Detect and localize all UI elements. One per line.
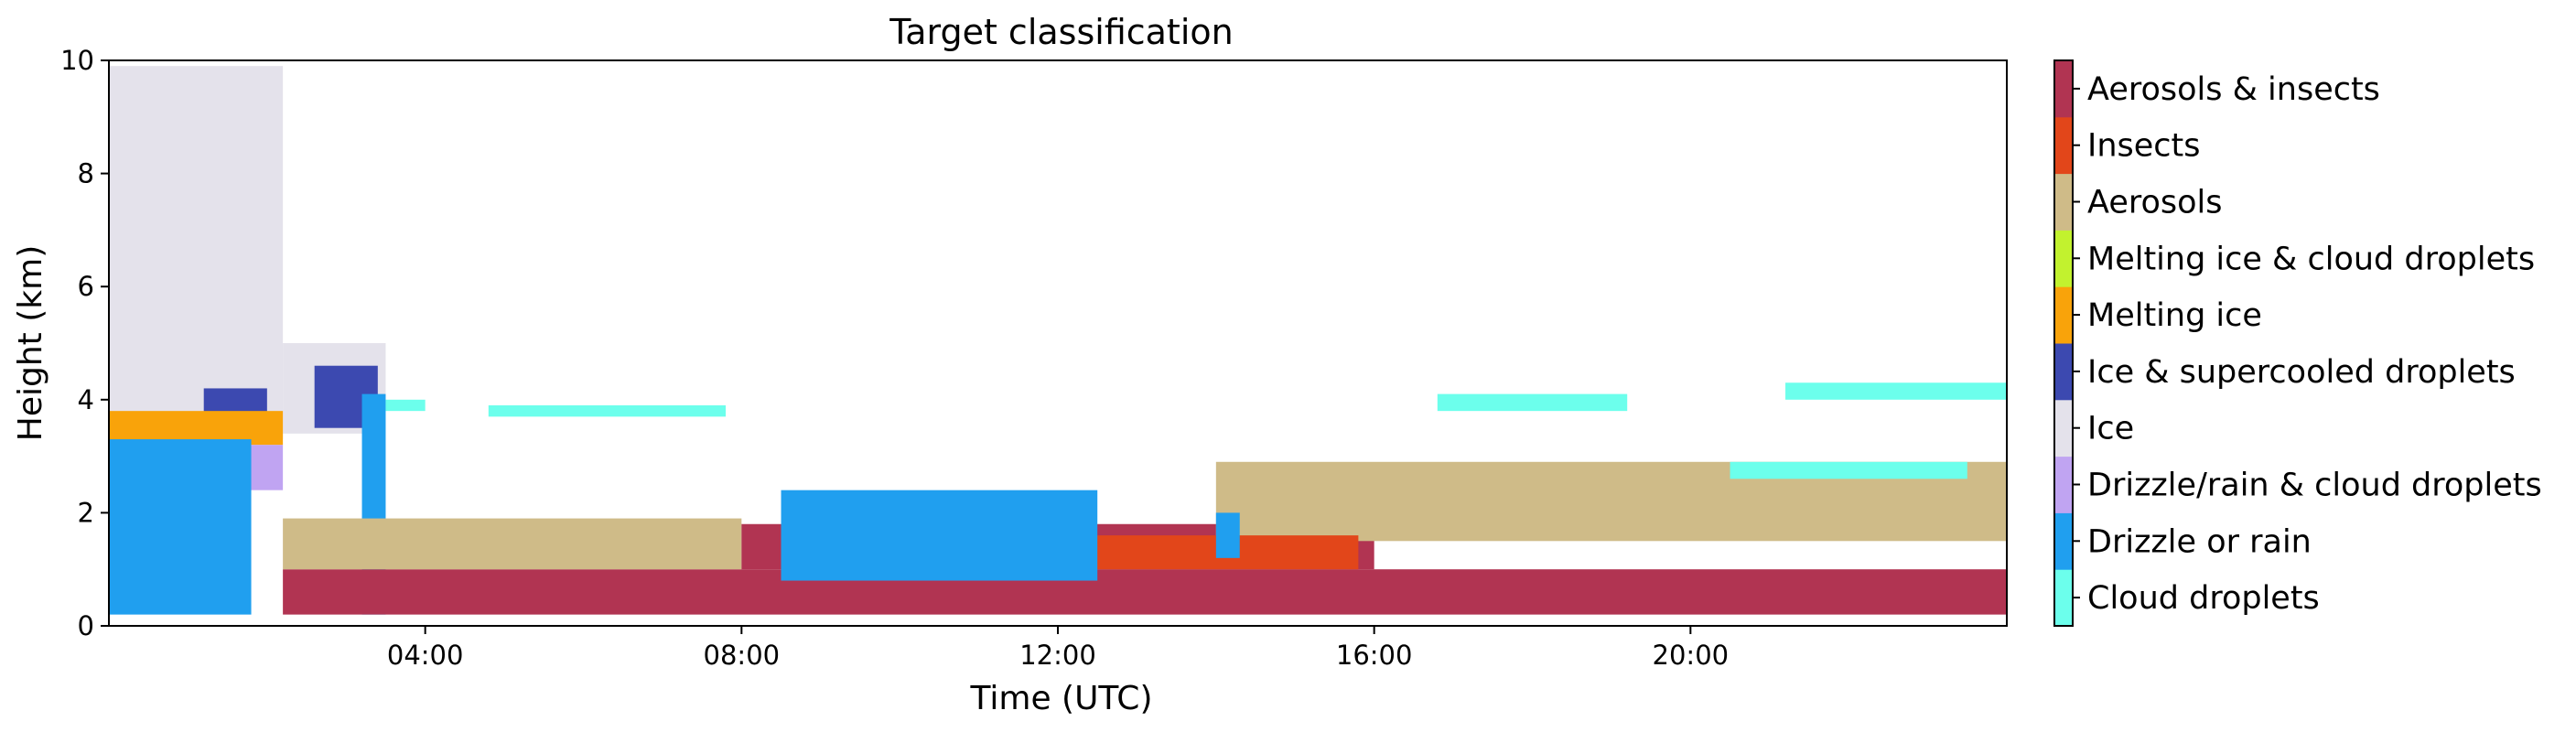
x-tick-label: 16:00 — [1336, 640, 1413, 671]
y-axis-label: Height (km) — [12, 245, 49, 441]
x-axis-label: Time (UTC) — [969, 680, 1152, 717]
colorbar-swatch-ice — [2054, 399, 2073, 458]
colorbar-legend: Cloud droplets Drizzle or rain Drizzle/rai… — [2053, 59, 2542, 627]
region-ice-0 — [109, 66, 284, 440]
colorbar-swatch-aerosols — [2054, 173, 2073, 231]
region-aerosols-9 — [283, 518, 742, 570]
y-tick-label: 8 — [78, 158, 94, 189]
colorbar-label-cloud-droplets: Cloud droplets — [2087, 580, 2320, 617]
colorbar-swatch-aerosols-insects — [2054, 60, 2073, 118]
y-tick-label: 2 — [78, 497, 94, 528]
colorbar-swatch-melting-ice — [2054, 286, 2073, 344]
region-cloud-droplets-18 — [1785, 382, 2007, 400]
x-tick-label: 12:00 — [1019, 640, 1096, 671]
colorbar-label-aerosols-insects: Aerosols & insects — [2087, 71, 2380, 108]
region-cloud-droplets-16 — [385, 399, 426, 412]
y-tick-label: 0 — [78, 610, 94, 641]
region-cloud-droplets-15 — [488, 404, 727, 417]
chart-title: Target classification — [889, 12, 1233, 52]
colorbar-swatch-drizzle-rain-cloud-droplets — [2054, 456, 2073, 513]
colorbar-label-insects: Insects — [2087, 128, 2200, 165]
y-tick-label: 6 — [78, 271, 94, 302]
region-cloud-droplets-19 — [1730, 461, 1967, 479]
region-aerosols-insects-8 — [283, 569, 2007, 615]
x-tick-label: 20:00 — [1653, 640, 1730, 671]
colorbar-label-aerosols: Aerosols — [2087, 185, 2223, 221]
colorbar-label-ice: Ice — [2087, 411, 2134, 447]
plot-area — [108, 59, 2008, 627]
x-tick-label: 08:00 — [704, 640, 781, 671]
x-axis: 04:00 08:00 12:00 16:00 20:00 — [387, 626, 1729, 671]
colorbar-swatch-ice-supercooled-droplets — [2054, 343, 2073, 401]
y-tick-label: 4 — [78, 384, 94, 415]
colorbar-swatch-insects — [2054, 116, 2073, 175]
colorbar-swatch-melting-ice-cloud-droplets — [2054, 230, 2073, 287]
classification-regions — [109, 66, 2007, 615]
y-axis: 0 2 4 6 8 10 — [60, 45, 109, 641]
colorbar-label-drizzle-or-rain: Drizzle or rain — [2087, 523, 2312, 560]
colorbar-swatch-cloud-droplets — [2054, 569, 2073, 627]
region-drizzle-or-rain-14 — [1215, 512, 1240, 558]
colorbar-label-drizzle-rain-cloud-droplets: Drizzle/rain & cloud droplets — [2087, 468, 2542, 504]
y-tick-label: 10 — [60, 45, 94, 76]
x-tick-label: 04:00 — [387, 640, 464, 671]
colorbar-frame — [2053, 59, 2074, 627]
region-cloud-droplets-17 — [1437, 393, 1628, 412]
region-drizzle-or-rain-6 — [109, 439, 252, 615]
colorbar-swatch-drizzle-or-rain — [2054, 512, 2073, 570]
region-drizzle-or-rain-13 — [781, 490, 1098, 581]
colorbar-label-melting-ice-cloud-droplets: Melting ice & cloud droplets — [2087, 241, 2535, 277]
colorbar-label-melting-ice: Melting ice — [2087, 297, 2262, 334]
colorbar-label-ice-supercooled-droplets: Ice & supercooled droplets — [2087, 354, 2516, 391]
